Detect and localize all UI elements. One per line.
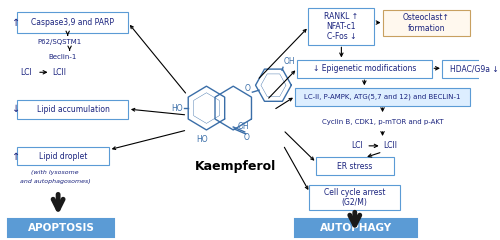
FancyBboxPatch shape [297,60,432,78]
FancyBboxPatch shape [18,100,128,119]
Text: ↑: ↑ [12,18,20,28]
Text: Caspase3,9 and PARP: Caspase3,9 and PARP [32,18,114,27]
Text: LCI: LCI [351,141,362,150]
FancyBboxPatch shape [295,219,416,237]
FancyBboxPatch shape [383,10,470,36]
Text: LCI: LCI [20,68,32,77]
Text: HO: HO [171,104,182,113]
Text: LCII: LCII [384,141,398,150]
FancyBboxPatch shape [316,157,394,175]
Text: ↓ Epigenetic modifications: ↓ Epigenetic modifications [312,64,416,73]
Text: HO: HO [196,135,207,144]
Text: O: O [244,133,250,142]
Text: Beclin-1: Beclin-1 [48,54,77,60]
FancyBboxPatch shape [310,185,400,210]
FancyBboxPatch shape [442,60,500,78]
Text: and autophagosomes): and autophagosomes) [20,179,90,184]
Text: LC-II, P-AMPK, ATG(5,7 and 12) and BECLIN-1: LC-II, P-AMPK, ATG(5,7 and 12) and BECLI… [304,93,461,100]
Text: HDAC/G9a ↓: HDAC/G9a ↓ [450,64,498,73]
Text: ↓: ↓ [12,104,20,114]
Text: Cyclin B, CDK1, p-mTOR and p-AKT: Cyclin B, CDK1, p-mTOR and p-AKT [322,119,444,125]
Text: P62/SQSTM1: P62/SQSTM1 [37,39,82,45]
Text: OH: OH [238,122,250,131]
Text: Osteoclast↑
formation: Osteoclast↑ formation [403,13,450,33]
Text: APOPTOSIS: APOPTOSIS [28,223,94,233]
Text: Kaempferol: Kaempferol [194,160,276,173]
Text: Lipid droplet: Lipid droplet [39,152,88,161]
Text: LCII: LCII [52,68,66,77]
FancyBboxPatch shape [308,8,374,45]
Text: OH: OH [284,57,296,66]
FancyBboxPatch shape [8,219,114,237]
Text: Cell cycle arrest
(G2/M): Cell cycle arrest (G2/M) [324,188,386,207]
Text: (with lysosome: (with lysosome [32,170,79,175]
Text: ↑: ↑ [12,152,20,162]
Text: RANKL ↑
NFAT-c1
C-Fos ↓: RANKL ↑ NFAT-c1 C-Fos ↓ [324,12,358,42]
Text: Lipid accumulation: Lipid accumulation [36,105,110,114]
Text: O: O [244,84,250,93]
FancyBboxPatch shape [18,12,128,33]
Text: AUTOPHAGY: AUTOPHAGY [320,223,392,233]
FancyBboxPatch shape [295,88,470,106]
FancyBboxPatch shape [18,147,110,165]
Text: ER stress: ER stress [337,162,372,171]
